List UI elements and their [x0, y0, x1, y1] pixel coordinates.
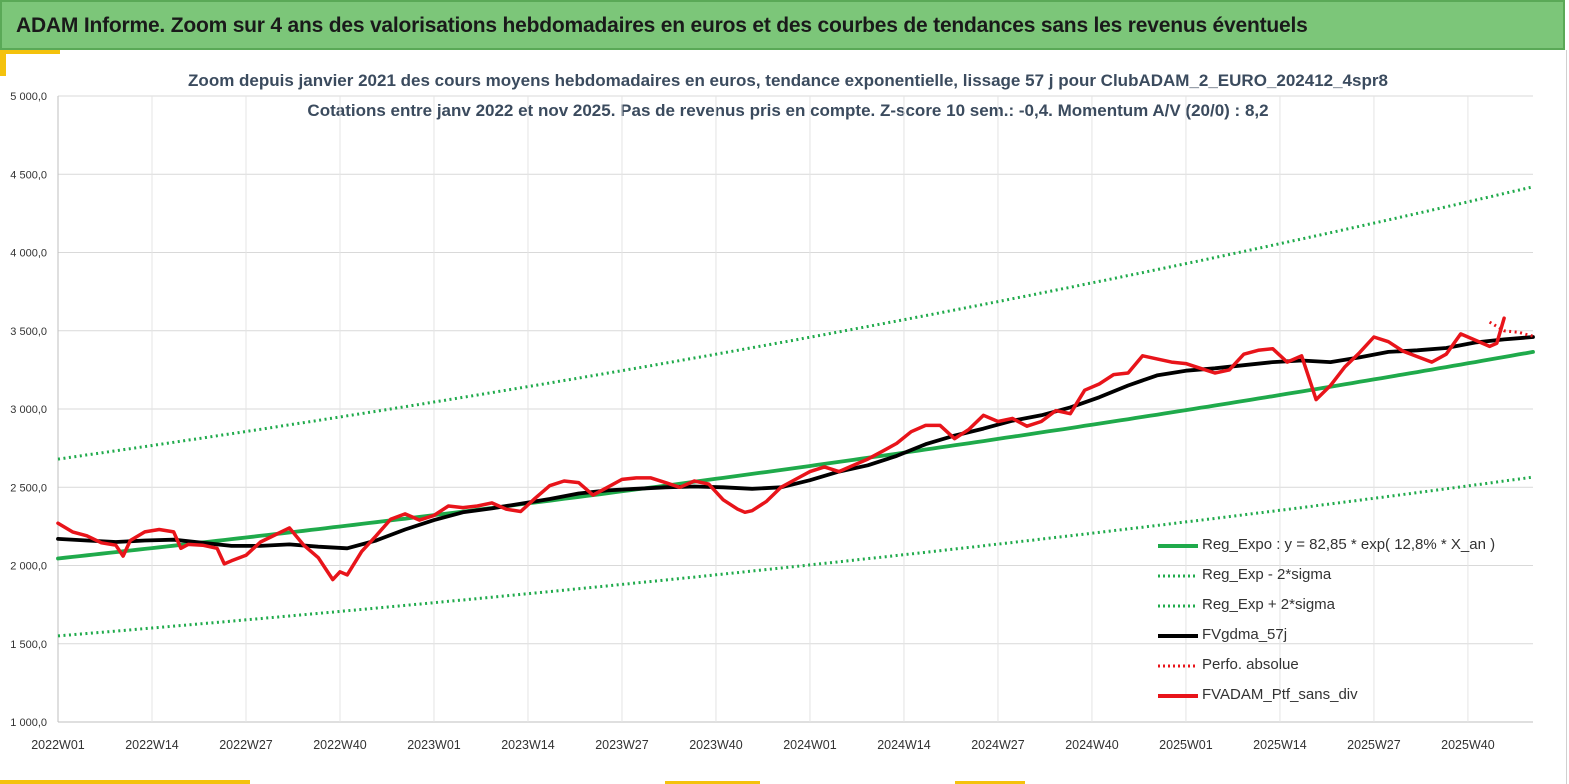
x-tick-label: 2023W40	[689, 738, 743, 752]
x-tick-label: 2022W40	[313, 738, 367, 752]
legend-item-reg-plus: Reg_Exp + 2*sigma	[1158, 595, 1538, 617]
y-tick-label: 2 000,0	[10, 561, 47, 573]
x-tick-label: 2025W14	[1253, 738, 1307, 752]
frame-border	[1566, 50, 1567, 784]
x-tick-label: 2022W27	[219, 738, 273, 752]
legend-swatch-reg-plus	[1158, 604, 1198, 608]
y-tick-label: 2 500,0	[10, 482, 47, 494]
accent-bar-bottom	[0, 780, 250, 784]
legend-swatch-gdma	[1158, 634, 1198, 638]
legend-label-ptf: FVADAM_Ptf_sans_div	[1202, 686, 1358, 703]
accent-bar-left	[0, 50, 6, 76]
reg-plus-2sigma-line	[57, 185, 1534, 461]
grid-lines	[57, 95, 1533, 723]
legend-item-gdma: FVgdma_57j	[1158, 625, 1538, 647]
ptf-sans-div-line	[56, 316, 1506, 582]
x-tick-label: 2025W27	[1347, 738, 1401, 752]
gdma-57j-line	[56, 335, 1535, 551]
x-tick-label: 2024W27	[971, 738, 1025, 752]
series-lines	[56, 185, 1535, 638]
y-tick-label: 3 500,0	[10, 326, 47, 338]
y-tick-label: 5 000,0	[10, 91, 47, 103]
legend-item-ptf: FVADAM_Ptf_sans_div	[1158, 685, 1538, 707]
x-tick-label: 2024W14	[877, 738, 931, 752]
legend-label-reg-minus: Reg_Exp - 2*sigma	[1202, 566, 1332, 583]
accent-bar-top	[0, 50, 60, 54]
reg-expo-line	[56, 350, 1535, 561]
chart-title: Zoom depuis janvier 2021 des cours moyen…	[188, 71, 1388, 90]
x-tick-label: 2023W27	[595, 738, 649, 752]
legend-label-perfo: Perfo. absolue	[1202, 656, 1299, 673]
x-tick-label: 2022W14	[125, 738, 179, 752]
legend-item-reg-expo: Reg_Expo : y = 82,85 * exp( 12,8% * X_an…	[1158, 535, 1538, 557]
legend-label-gdma: FVgdma_57j	[1202, 626, 1288, 643]
header-banner: ADAM Informe. Zoom sur 4 ans des valoris…	[0, 0, 1565, 50]
x-axis-ticks: 2022W01 2022W14 2022W27 2022W40 2023W01 2023W…	[31, 738, 1494, 752]
y-tick-label: 4 000,0	[10, 248, 47, 260]
legend-swatch-perfo	[1158, 664, 1198, 668]
chart-subtitle: Cotations entre janv 2022 et nov 2025. P…	[307, 101, 1269, 120]
legend-item-reg-minus: Reg_Exp - 2*sigma	[1158, 565, 1538, 587]
legend-label-reg-expo: Reg_Expo : y = 82,85 * exp( 12,8% * X_an…	[1202, 536, 1496, 553]
legend-swatch-reg-minus	[1158, 574, 1198, 578]
y-tick-label: 1 500,0	[10, 639, 47, 651]
x-tick-label: 2025W01	[1159, 738, 1213, 752]
x-tick-label: 2024W01	[783, 738, 837, 752]
perfo-absolue-line	[1488, 320, 1534, 338]
y-tick-label: 1 000,0	[10, 717, 47, 729]
accent-bar-bottom-right	[955, 781, 1025, 784]
legend-label-reg-plus: Reg_Exp + 2*sigma	[1202, 596, 1335, 613]
legend-item-perfo: Perfo. absolue	[1158, 655, 1538, 677]
x-tick-label: 2023W14	[501, 738, 555, 752]
y-axis-ticks: 1 000,0 1 500,0 2 000,0 2 500,0 3 000,0 3 500…	[10, 91, 47, 729]
x-tick-label: 2024W40	[1065, 738, 1119, 752]
y-tick-label: 4 500,0	[10, 169, 47, 181]
accent-bar-bottom-mid	[665, 781, 760, 784]
banner-title: ADAM Informe. Zoom sur 4 ans des valoris…	[16, 14, 1308, 37]
legend-swatch-reg-expo	[1158, 544, 1198, 548]
x-tick-label: 2022W01	[31, 738, 85, 752]
legend-swatch-ptf	[1158, 694, 1198, 698]
y-tick-label: 3 000,0	[10, 404, 47, 416]
x-tick-label: 2023W01	[407, 738, 461, 752]
x-tick-label: 2025W40	[1441, 738, 1495, 752]
